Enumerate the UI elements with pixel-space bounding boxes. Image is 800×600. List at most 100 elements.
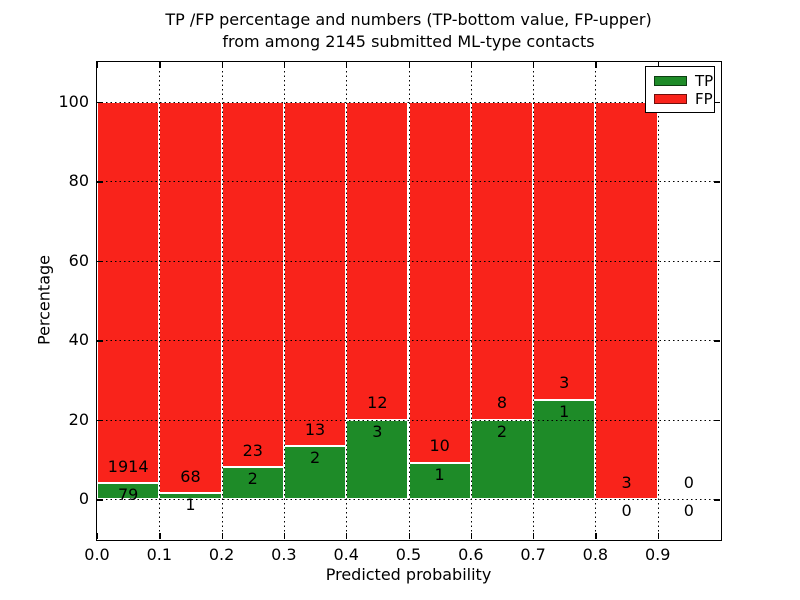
- tp-bar-segment: [470, 419, 534, 500]
- tp-count-label: 1: [185, 495, 196, 515]
- tick-mark: [159, 62, 161, 68]
- tick-mark: [97, 260, 103, 263]
- gridline: [408, 62, 410, 539]
- y-tick-label: 60: [68, 250, 89, 270]
- tick-mark: [657, 533, 659, 539]
- gridline: [283, 62, 285, 539]
- y-tick-label: 20: [68, 409, 89, 429]
- legend-tp-swatch-icon: [654, 76, 687, 86]
- fp-bar-segment: [97, 101, 160, 484]
- tick-mark: [408, 533, 410, 539]
- tp-count-label: 2: [496, 421, 508, 441]
- tick-mark: [159, 533, 161, 539]
- legend-fp-swatch-icon: [654, 94, 687, 104]
- tick-mark: [97, 181, 103, 183]
- fp-count-label: 68: [180, 466, 201, 486]
- legend-tp-label: TP: [695, 72, 714, 90]
- gridline: [657, 62, 659, 539]
- chart-title: TP /FP percentage and numbers (TP-bottom…: [97, 9, 720, 53]
- tick-mark: [714, 340, 720, 342]
- tick-mark: [714, 499, 720, 501]
- tp-bar-segment: [533, 399, 596, 500]
- fp-count-label: 0: [683, 472, 694, 492]
- fp-count-label: 3: [559, 373, 570, 393]
- tp-bar-segment: [408, 463, 471, 500]
- tick-mark: [657, 62, 659, 68]
- tick-mark: [595, 62, 597, 68]
- fp-bar-segment: [283, 101, 347, 447]
- y-tick-label: 80: [68, 171, 89, 191]
- tick-mark: [595, 533, 597, 539]
- tick-mark: [221, 62, 223, 68]
- tp-count-label: 1: [434, 465, 445, 485]
- fp-count-label: 8: [496, 393, 508, 413]
- gridline: [470, 62, 472, 539]
- gridline: [346, 62, 348, 539]
- y-tick-label: 100: [58, 91, 89, 111]
- gridline: [533, 62, 535, 539]
- fp-count-label: 13: [304, 419, 326, 439]
- tick-mark: [283, 62, 286, 68]
- x-tick-label: 0.7: [520, 545, 546, 564]
- x-axis-label: Predicted probability: [325, 565, 492, 584]
- gridline: [595, 62, 597, 539]
- tp-count-label: 2: [309, 448, 321, 468]
- tick-mark: [533, 533, 535, 539]
- gridline: [97, 260, 720, 262]
- tick-mark: [221, 533, 223, 539]
- tick-mark: [714, 419, 720, 422]
- x-tick-label: 0.0: [84, 545, 110, 564]
- tp-count-label: 3: [372, 421, 383, 441]
- fp-count-label: 1914: [107, 456, 149, 476]
- gridline: [159, 62, 161, 539]
- fp-bar-segment: [595, 101, 658, 500]
- tick-mark: [470, 62, 473, 68]
- tp-count-label: 0: [683, 501, 694, 521]
- tick-mark: [97, 340, 103, 342]
- fp-count-label: 10: [429, 436, 450, 456]
- legend-fp-label: FP: [695, 90, 713, 108]
- tick-mark: [97, 101, 103, 104]
- tp-bar-segment: [283, 446, 347, 500]
- tick-mark: [714, 181, 720, 183]
- x-tick-label: 0.9: [644, 545, 671, 564]
- tp-count-label: 2: [247, 469, 258, 489]
- gridline: [97, 340, 720, 342]
- legend: TP FP: [645, 66, 715, 113]
- gridline: [97, 101, 720, 103]
- chart-title-line1: TP /FP percentage and numbers (TP-bottom…: [165, 10, 652, 29]
- tick-mark: [533, 62, 535, 68]
- fp-bar-segment: [221, 101, 284, 468]
- tp-bar-segment: [97, 483, 160, 500]
- x-tick-label: 0.4: [333, 545, 359, 564]
- x-tick-label: 0.8: [582, 545, 609, 564]
- tick-mark: [97, 499, 103, 501]
- fp-bar-segment: [408, 101, 471, 464]
- gridline: [97, 419, 720, 421]
- tick-mark: [408, 62, 410, 68]
- tick-mark: [714, 101, 720, 104]
- y-tick-label: 0: [78, 489, 89, 509]
- tp-count-label: 0: [621, 501, 632, 521]
- tick-mark: [470, 533, 473, 539]
- tick-mark: [97, 419, 103, 422]
- tick-mark: [97, 533, 99, 539]
- tick-mark: [346, 533, 348, 539]
- tp-bar-segment: [221, 467, 284, 500]
- tick-mark: [97, 62, 99, 68]
- x-tick-label: 0.1: [146, 545, 173, 564]
- chart-title-line2: from among 2145 submitted ML-type contac…: [222, 32, 595, 51]
- fp-count-label: 23: [242, 440, 263, 460]
- fp-bar-segment: [159, 101, 222, 494]
- gridline: [221, 62, 223, 539]
- tick-mark: [714, 260, 720, 263]
- gridline: [97, 499, 720, 501]
- legend-row-fp: FP: [654, 90, 714, 108]
- x-tick-label: 0.6: [458, 545, 484, 564]
- y-tick-label: 40: [68, 330, 89, 350]
- tick-mark: [346, 62, 348, 68]
- fp-count-label: 12: [367, 393, 388, 413]
- legend-row-tp: TP: [654, 72, 714, 90]
- gridline: [97, 181, 720, 183]
